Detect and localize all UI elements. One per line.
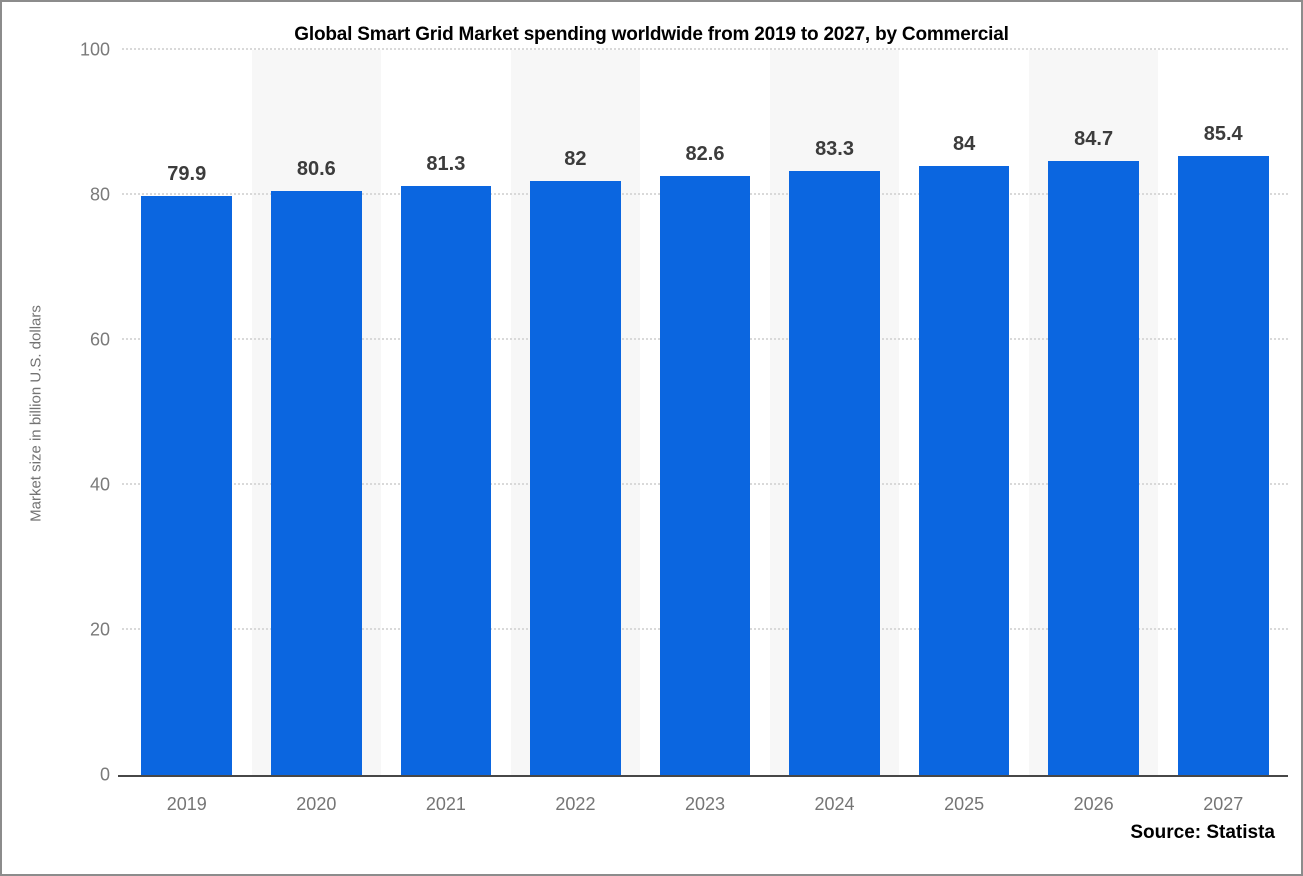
bar-value-label-2024: 83.3	[815, 138, 854, 161]
x-axis-line	[118, 775, 1288, 777]
x-tick-label-2026: 2026	[1073, 794, 1114, 814]
x-tick-label-2022: 2022	[555, 794, 596, 814]
chart-title: Global Smart Grid Market spending worldw…	[294, 24, 1009, 45]
bar-2022	[530, 180, 621, 775]
x-tick-label-2027: 2027	[1203, 794, 1244, 814]
bar-value-label-2022: 82	[564, 147, 587, 170]
y-tick-label-60: 60	[89, 329, 110, 350]
source-credit: Source: Statista	[1130, 822, 1275, 843]
bar-2020	[270, 190, 362, 775]
x-tick-label-2019: 2019	[166, 794, 207, 814]
bar-value-label-2021: 81.3	[426, 152, 466, 175]
x-tick-label-2024: 2024	[814, 794, 855, 814]
bar-value-label-2025: 84	[952, 133, 976, 155]
y-axis-title: Market size in billion U.S. dollars	[27, 305, 45, 522]
gridline-100	[122, 48, 1288, 50]
plot-area: 79.9 80.6 81.3 82 82.6 83.3 84 84.7 85.4	[118, 48, 1288, 777]
bar-value-label-2023: 82.6	[685, 143, 725, 166]
bar-value-label-2020: 80.6	[296, 157, 336, 180]
y-tick-label-80: 80	[89, 184, 110, 205]
bar-2023	[659, 176, 751, 775]
bar-2024	[789, 171, 880, 775]
x-tick-label-2020: 2020	[296, 794, 337, 814]
x-tick-label-2025: 2025	[944, 794, 985, 814]
bar-2019	[141, 195, 233, 775]
bar-2027	[1177, 155, 1269, 775]
bar-value-label-2019: 79.9	[167, 162, 207, 185]
y-tick-label-20: 20	[89, 619, 110, 640]
x-tick-label-2023: 2023	[684, 794, 726, 814]
bar-value-label-2026: 84.7	[1074, 127, 1114, 150]
bar-value-label-2027: 85.4	[1203, 122, 1243, 145]
y-tick-label-100: 100	[79, 39, 110, 60]
bar-2025	[918, 166, 1010, 775]
y-tick-label-0: 0	[99, 764, 110, 785]
x-tick-label-2021: 2021	[425, 794, 466, 814]
bar-2026	[1048, 160, 1139, 775]
y-tick-label-40: 40	[89, 474, 110, 495]
bar-2021	[400, 185, 492, 775]
